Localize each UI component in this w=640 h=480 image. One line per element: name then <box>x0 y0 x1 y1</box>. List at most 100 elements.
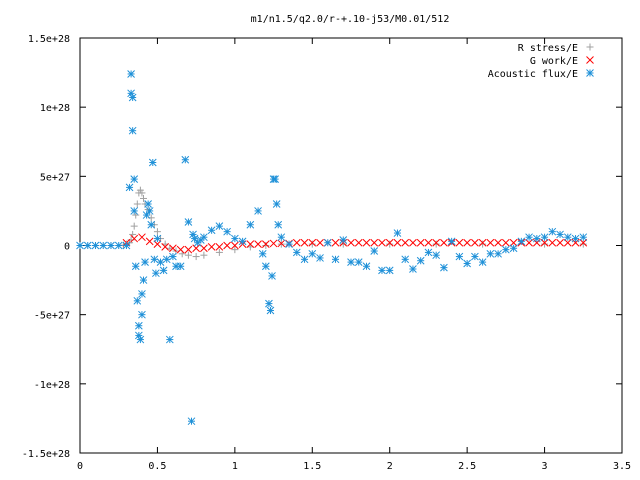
data-point <box>479 240 487 248</box>
legend-marker <box>586 43 594 51</box>
data-point <box>138 310 146 319</box>
data-point <box>471 252 479 261</box>
data-point <box>401 255 410 264</box>
data-point <box>494 238 502 247</box>
data-point <box>145 237 154 246</box>
data-point <box>261 262 270 271</box>
data-point <box>409 265 417 273</box>
data-point <box>153 228 161 236</box>
data-point <box>138 233 146 242</box>
data-point <box>107 241 115 250</box>
data-point <box>153 240 162 248</box>
data-point <box>114 241 123 250</box>
data-point <box>432 240 440 248</box>
legend-marker <box>586 56 594 64</box>
data-point <box>385 266 394 275</box>
data-point <box>169 252 177 261</box>
data-point <box>138 189 146 197</box>
data-point <box>133 200 141 208</box>
data-point <box>184 245 193 254</box>
data-point <box>563 238 572 247</box>
data-point <box>166 244 174 252</box>
data-point <box>409 238 417 247</box>
data-point <box>207 243 216 251</box>
data-point <box>579 238 588 247</box>
data-point <box>161 243 170 251</box>
data-point <box>156 258 165 266</box>
data-point <box>517 237 526 246</box>
data-point <box>125 183 134 192</box>
data-point <box>300 238 309 247</box>
data-point <box>347 258 355 266</box>
data-point <box>455 252 464 261</box>
data-point <box>316 254 324 262</box>
data-point <box>215 248 223 256</box>
y-tick-label: -1e+28 <box>34 380 70 391</box>
data-point <box>440 263 448 272</box>
data-point <box>189 230 197 239</box>
data-point <box>432 251 441 260</box>
data-point <box>134 331 143 340</box>
data-point <box>254 240 262 248</box>
data-point <box>362 238 371 247</box>
data-point <box>153 234 162 243</box>
data-point <box>139 276 148 284</box>
y-tick-label: -5e+27 <box>34 311 70 322</box>
data-point <box>401 238 410 247</box>
data-point <box>127 70 135 78</box>
x-tick-label: 2.5 <box>458 461 476 472</box>
data-point <box>246 220 255 229</box>
y-tick-label: -1.5e+28 <box>22 449 70 460</box>
data-point <box>424 238 433 247</box>
data-point <box>316 238 324 247</box>
y-tick-label: 1e+28 <box>40 103 70 114</box>
data-point <box>148 158 157 167</box>
y-tick-label: 1.5e+28 <box>28 34 70 45</box>
data-point <box>274 220 283 229</box>
data-point <box>486 238 495 247</box>
data-point <box>200 251 208 259</box>
data-point <box>509 238 518 247</box>
data-point <box>142 211 151 219</box>
data-point <box>207 226 216 235</box>
legend-label: R stress/E <box>518 43 578 54</box>
legend-label: Acoustic flux/E <box>488 69 578 80</box>
data-point <box>494 249 502 258</box>
data-point <box>128 93 137 102</box>
data-point <box>231 234 239 243</box>
data-point <box>159 266 168 275</box>
data-point <box>478 238 487 247</box>
data-point <box>424 248 433 257</box>
data-point <box>525 233 533 242</box>
data-point <box>184 251 192 259</box>
x-tick-label: 1 <box>232 461 238 472</box>
data-point <box>300 255 309 264</box>
data-point <box>386 240 394 248</box>
data-point <box>176 245 185 254</box>
data-point <box>331 238 340 247</box>
data-point <box>192 244 200 253</box>
data-point <box>122 241 131 250</box>
data-point <box>502 245 510 254</box>
plot-area <box>76 70 588 426</box>
data-point <box>378 266 386 275</box>
data-point <box>190 234 199 243</box>
data-point <box>285 240 293 248</box>
data-point <box>261 240 270 248</box>
data-point <box>271 175 279 183</box>
data-point <box>223 227 231 236</box>
data-point <box>138 290 146 298</box>
data-point <box>416 238 425 247</box>
data-point <box>292 238 301 247</box>
data-point <box>144 200 152 208</box>
data-point <box>200 244 208 253</box>
data-point <box>133 296 142 305</box>
data-point <box>354 238 363 247</box>
data-point <box>268 272 276 280</box>
data-point <box>215 243 224 251</box>
data-point <box>393 229 402 237</box>
data-point <box>223 241 231 250</box>
x-tick-label: 3.5 <box>613 461 631 472</box>
data-point <box>145 207 154 215</box>
